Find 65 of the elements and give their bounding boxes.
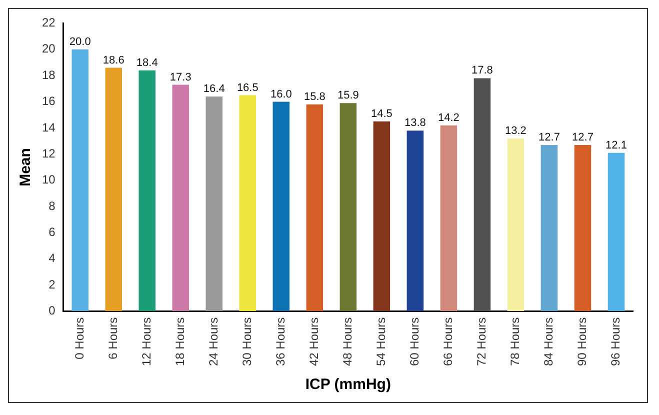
- bar: [340, 103, 357, 312]
- bar: [138, 70, 156, 312]
- data-label: 17.8: [472, 64, 493, 77]
- x-tick-label: 84 Hours: [542, 317, 556, 366]
- data-label: 16.4: [203, 83, 225, 96]
- x-tick-label: 18 Hours: [172, 317, 187, 366]
- bar: [206, 96, 223, 312]
- y-tick-label: 22: [42, 16, 56, 30]
- data-label: 16.5: [236, 82, 258, 94]
- x-tick-label: 12 Hours: [139, 317, 154, 366]
- data-label: 14.2: [438, 112, 460, 124]
- bar: [574, 144, 592, 312]
- x-tick-label: 60 Hours: [408, 317, 422, 366]
- x-tick-label: 42 Hours: [306, 317, 321, 366]
- y-tick-label: 18: [42, 68, 56, 82]
- x-tick-label: 90 Hours: [575, 317, 590, 366]
- bar: [540, 144, 558, 312]
- data-label: 15.8: [304, 90, 326, 103]
- data-label: 13.8: [404, 117, 426, 130]
- y-tick-label: 20: [42, 42, 56, 56]
- bar: [373, 121, 390, 312]
- data-label: 16.0: [270, 88, 292, 100]
- bar: [239, 95, 256, 312]
- data-label: 12.7: [538, 132, 560, 144]
- data-label: 13.2: [505, 124, 526, 137]
- x-tick-label: 72 Hours: [474, 317, 489, 366]
- y-tick-label: 14: [42, 120, 56, 134]
- data-label: 17.3: [170, 71, 192, 84]
- y-tick-label: 8: [48, 198, 56, 213]
- y-tick-label: 16: [42, 94, 56, 108]
- bar: [306, 104, 324, 312]
- bar: [406, 130, 424, 312]
- data-label: 20.0: [69, 36, 91, 48]
- x-tick-label: 24 Hours: [206, 317, 220, 366]
- y-axis-title: Mean: [17, 148, 34, 186]
- x-tick-label: 6 Hours: [106, 317, 120, 360]
- bar: [105, 68, 122, 312]
- y-tick-label: 6: [48, 225, 56, 240]
- x-tick-label: 48 Hours: [340, 317, 354, 366]
- y-tick-label: 4: [48, 251, 56, 266]
- bar: [72, 49, 88, 312]
- data-label: 14.5: [370, 108, 392, 120]
- data-label: 12.1: [606, 139, 627, 152]
- y-tick-label: 12: [42, 146, 56, 160]
- x-tick-label: 0 Hours: [72, 317, 86, 360]
- bar: [272, 102, 290, 312]
- x-tick-label: 30 Hours: [240, 317, 254, 366]
- data-label: 12.7: [572, 132, 594, 144]
- x-tick-label: 66 Hours: [441, 317, 456, 366]
- y-tick-label: 0: [48, 304, 56, 318]
- x-tick-label: 36 Hours: [273, 317, 288, 366]
- x-tick-label: 54 Hours: [374, 317, 388, 366]
- bar: [507, 138, 524, 312]
- data-label: 18.6: [102, 54, 124, 66]
- x-axis-title: ICP (mmHg): [305, 376, 391, 394]
- data-label: 18.4: [136, 56, 158, 69]
- data-label: 15.9: [337, 90, 359, 102]
- bar: [474, 78, 491, 312]
- x-tick-label: 96 Hours: [608, 317, 623, 366]
- x-tick-label: 78 Hours: [508, 317, 522, 366]
- bar: [440, 125, 458, 312]
- bar: [608, 152, 625, 312]
- y-tick-label: 2: [48, 277, 56, 292]
- y-tick-label: 10: [42, 172, 56, 187]
- bar: [172, 84, 190, 312]
